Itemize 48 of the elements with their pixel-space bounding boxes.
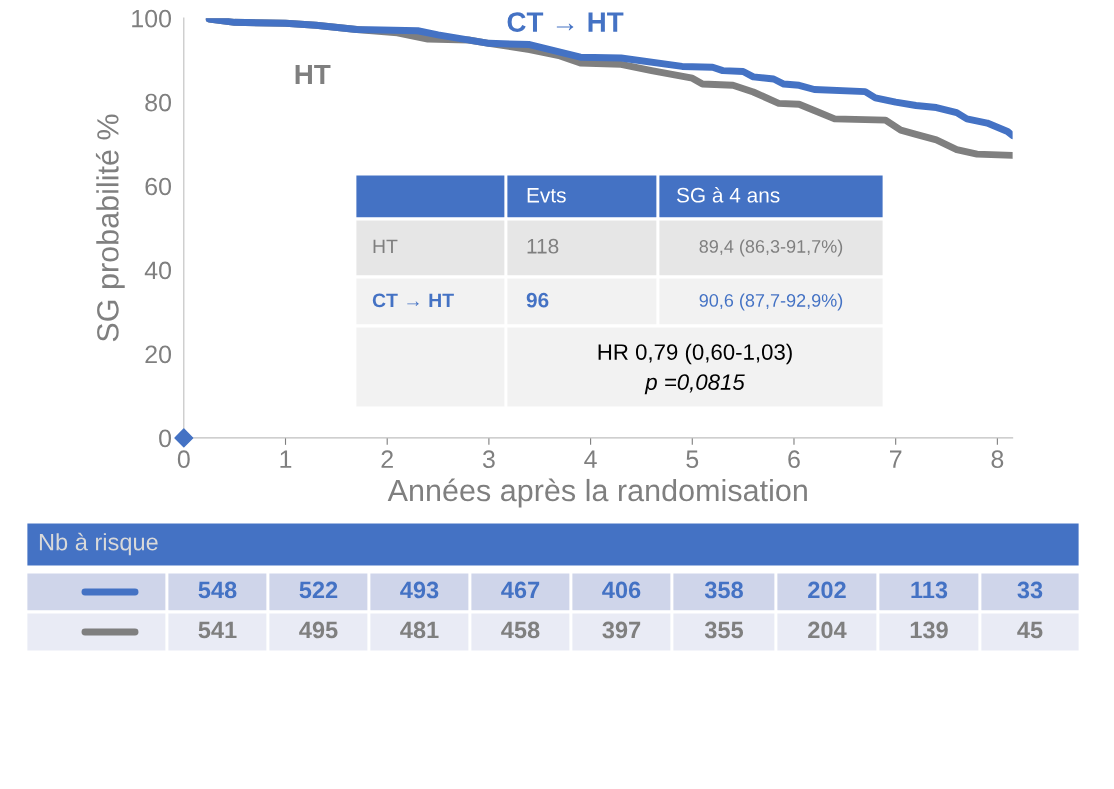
- annotation: Evts: [527, 188, 566, 203]
- series-label: HT: [295, 64, 331, 85]
- y-tick-label: 20: [145, 345, 172, 364]
- text: 522: [299, 581, 338, 599]
- x-axis-title: Années après la randomisation: [387, 478, 807, 508]
- annotation: HT: [373, 239, 398, 254]
- x-tick-label: 7: [890, 450, 902, 468]
- text: 495: [299, 621, 338, 639]
- x-tick-label: 0: [177, 450, 190, 469]
- y-tick-label: 60: [145, 177, 172, 196]
- text: 355: [704, 621, 744, 639]
- text: 139: [910, 621, 948, 639]
- x-tick-label: 8: [991, 450, 1004, 469]
- annotation: 96: [526, 292, 549, 308]
- text: 481: [400, 621, 439, 639]
- y-axis-title: SG probabilité %: [95, 114, 125, 342]
- text: 45: [1017, 621, 1043, 639]
- x-tick-label: 1: [280, 450, 292, 468]
- text: 358: [704, 581, 743, 599]
- y-tick-label: 100: [132, 9, 172, 28]
- text: 202: [808, 581, 846, 599]
- x-tick-label: 2: [381, 450, 393, 468]
- text: 541: [198, 621, 237, 639]
- annotation: 90,6 (87,7-92,9%): [699, 293, 843, 311]
- annotation: CT → HT: [372, 293, 454, 308]
- x-tick-label: 6: [788, 450, 800, 469]
- x-tick-label: 3: [482, 450, 495, 469]
- text: 406: [602, 581, 641, 599]
- text: 548: [198, 581, 237, 599]
- annotation: p =0,0815: [644, 374, 745, 395]
- series-label: CT → HT: [507, 12, 624, 32]
- x-tick-label: 4: [584, 450, 597, 468]
- text: 458: [501, 621, 540, 639]
- y-tick-label: 80: [145, 93, 172, 112]
- annotation: 89,4 (86,3-91,7%): [699, 239, 843, 257]
- text: 33: [1017, 581, 1043, 599]
- text: Nb à risque: [39, 532, 158, 556]
- text: 204: [808, 621, 847, 639]
- text: 397: [602, 621, 641, 639]
- y-tick-label: 0: [159, 429, 172, 448]
- text: 493: [400, 581, 439, 599]
- y-tick-label: 40: [144, 261, 172, 280]
- x-tick-label: 5: [686, 450, 699, 469]
- text: 113: [911, 581, 948, 599]
- text: 467: [501, 581, 540, 599]
- annotation: HR 0,79 (0,60-1,03): [598, 343, 792, 365]
- annotation: 118: [527, 238, 559, 254]
- annotation: SG à 4 ans: [676, 187, 780, 203]
